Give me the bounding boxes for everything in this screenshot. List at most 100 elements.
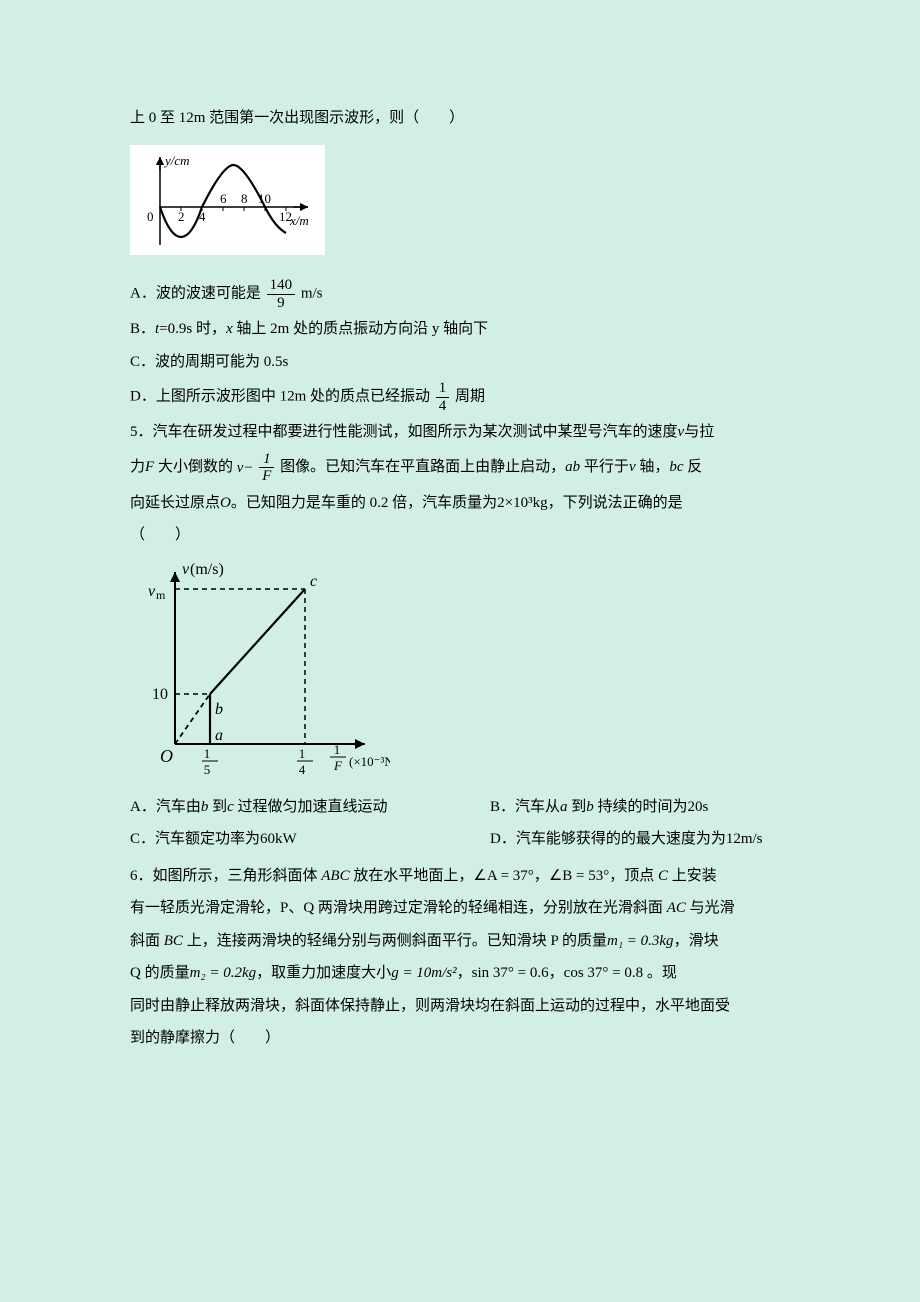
svg-text:2: 2 <box>178 209 185 224</box>
math-val: 2×10³kg <box>497 495 547 511</box>
frac-num: 1 <box>436 380 450 398</box>
math-var: c <box>227 799 234 815</box>
text: =0.9s 时， <box>159 321 226 337</box>
q6-line3: 斜面 BC 上，连接两滑块的轻绳分别与两侧斜面平行。已知滑块 P 的质量m₁ =… <box>130 927 790 956</box>
math-var: b <box>586 799 594 815</box>
svg-text:5: 5 <box>204 762 211 777</box>
math-var: bc <box>669 453 683 482</box>
text: B．汽车从 <box>490 799 560 815</box>
svg-text:m: m <box>156 588 166 602</box>
svg-text:v: v <box>148 583 156 600</box>
opt-label: B． <box>130 321 155 337</box>
text: 平行于 <box>584 453 629 482</box>
text: 周期 <box>455 388 485 404</box>
q4-option-c: C．波的周期可能为 0.5s <box>130 348 790 377</box>
text: 到 <box>571 799 586 815</box>
text: 与拉 <box>684 424 714 440</box>
text: v− <box>237 459 254 475</box>
math-var: O <box>220 495 231 511</box>
text: 上安装 <box>668 868 717 884</box>
svg-text:8: 8 <box>241 191 248 206</box>
svg-text:10: 10 <box>258 191 271 206</box>
math-val: 20s <box>688 799 709 815</box>
q6-line4: Q 的质量m₂ = 0.2kg，取重力加速度大小g = 10m/s²，sin 3… <box>130 959 790 988</box>
svg-text:6: 6 <box>220 191 227 206</box>
math-var: AC <box>667 900 686 916</box>
text: 放在水平地面上， <box>350 868 474 884</box>
text: 5．汽车在研发过程中都要进行性能测试，如图所示为某次测试中某型号汽车的速度 <box>130 424 678 440</box>
math-var: a <box>560 799 568 815</box>
svg-text:F: F <box>333 758 343 773</box>
svg-text:0: 0 <box>147 209 154 224</box>
q4-figure: 2 4 6 8 10 12 0 x/m y/cm <box>130 145 325 255</box>
math-var: C <box>658 868 668 884</box>
text: ， <box>534 868 549 884</box>
svg-text:(×10⁻³N⁻¹): (×10⁻³N⁻¹) <box>349 754 390 769</box>
text: 与光滑 <box>686 900 735 916</box>
math-val: 12m/s <box>726 831 763 847</box>
frac-num: 140 <box>267 277 296 295</box>
text: C．汽车额定功率为 <box>130 831 260 847</box>
q5-option-a: A．汽车由b 到c 过程做匀加速直线运动 <box>130 793 430 822</box>
text: ，顶点 <box>609 868 658 884</box>
text: 力 <box>130 453 145 482</box>
math-var: ab <box>565 453 580 482</box>
text: ， <box>457 965 472 981</box>
q5-option-b: B．汽车从a 到b 持续的时间为20s <box>490 793 790 822</box>
text: 。现 <box>643 965 677 981</box>
q4-option-b: B．t=0.9s 时，x 轴上 2m 处的质点振动方向沿 y 轴向下 <box>130 315 790 344</box>
q5-paren: （ ） <box>130 521 790 550</box>
q5-stem-line1: 5．汽车在研发过程中都要进行性能测试，如图所示为某次测试中某型号汽车的速度v与拉 <box>130 418 790 447</box>
text: 向延长过原点 <box>130 495 220 511</box>
q6-line6: 到的静摩擦力（ ） <box>130 1024 790 1053</box>
math-var: BC <box>164 933 183 949</box>
q6-line1: 6．如图所示，三角形斜面体 ABC 放在水平地面上，∠A = 37°，∠B = … <box>130 862 790 891</box>
q5-stem-line3: 向延长过原点O。已知阻力是车重的 0.2 倍，汽车质量为2×10³kg，下列说法… <box>130 489 790 518</box>
svg-text:1: 1 <box>204 746 211 761</box>
math-var: b <box>201 799 209 815</box>
text: 斜面 <box>130 933 164 949</box>
math-var: x <box>226 321 233 337</box>
svg-text:b: b <box>215 701 223 718</box>
text: 轴上 2m 处的质点振动方向沿 y 轴向下 <box>233 321 488 337</box>
text: Q 的质量 <box>130 965 190 981</box>
q4-intro: 上 0 至 12m 范围第一次出现图示波形，则（ ） <box>130 104 790 133</box>
text: 到 <box>212 799 227 815</box>
text: D．上图所示波形图中 12m 处的质点已经振动 <box>130 388 430 404</box>
text: D．汽车能够获得的的最大速度为为 <box>490 831 726 847</box>
text: ， <box>549 965 564 981</box>
vf-expr: v− 1 F <box>237 451 277 485</box>
math-val: m₁ = 0.3kg <box>607 933 674 949</box>
math-val: 60kW <box>260 831 297 847</box>
svg-text:c: c <box>310 573 317 590</box>
text: A．汽车由 <box>130 799 201 815</box>
math-var: ABC <box>321 868 349 884</box>
svg-text:a: a <box>215 727 223 744</box>
math-val: ∠A = 37° <box>473 868 533 884</box>
svg-text:1: 1 <box>299 746 306 761</box>
svg-text:v: v <box>182 561 190 578</box>
svg-text:O: O <box>160 746 173 766</box>
frac-den: 4 <box>436 398 450 415</box>
text: 反 <box>687 453 702 482</box>
svg-text:x/m: x/m <box>289 213 309 228</box>
frac-den: F <box>259 468 274 485</box>
svg-text:4: 4 <box>199 209 206 224</box>
math-var: F <box>145 453 154 482</box>
math-var: v <box>629 453 636 482</box>
q6-line2: 有一轻质光滑定滑轮，P、Q 两滑块用跨过定滑轮的轻绳相连，分别放在光滑斜面 AC… <box>130 894 790 923</box>
text: 轴， <box>639 453 669 482</box>
q5-option-d: D．汽车能够获得的的最大速度为为12m/s <box>490 825 790 854</box>
q5-option-c: C．汽车额定功率为60kW <box>130 825 430 854</box>
text: 。已知阻力是车重的 0.2 倍，汽车质量为 <box>231 495 497 511</box>
text: 上，连接两滑块的轻绳分别与两侧斜面平行。已知滑块 P 的质量 <box>183 933 607 949</box>
q5-stem-line2: 力F 大小倒数的 v− 1 F 图像。已知汽车在平直路面上由静止启动，ab 平行… <box>130 451 790 485</box>
text: ，滑块 <box>674 933 719 949</box>
q4-option-a: A．波的波速可能是 140 9 m/s <box>130 277 790 311</box>
text: 大小倒数的 <box>158 453 233 482</box>
svg-text:1: 1 <box>334 742 341 757</box>
q4-d-frac: 1 4 <box>436 380 450 414</box>
svg-text:y/cm: y/cm <box>163 153 190 168</box>
svg-text:10: 10 <box>152 686 168 703</box>
q6-line5: 同时由静止释放两滑块，斜面体保持静止，则两滑块均在斜面上运动的过程中，水平地面受 <box>130 992 790 1021</box>
